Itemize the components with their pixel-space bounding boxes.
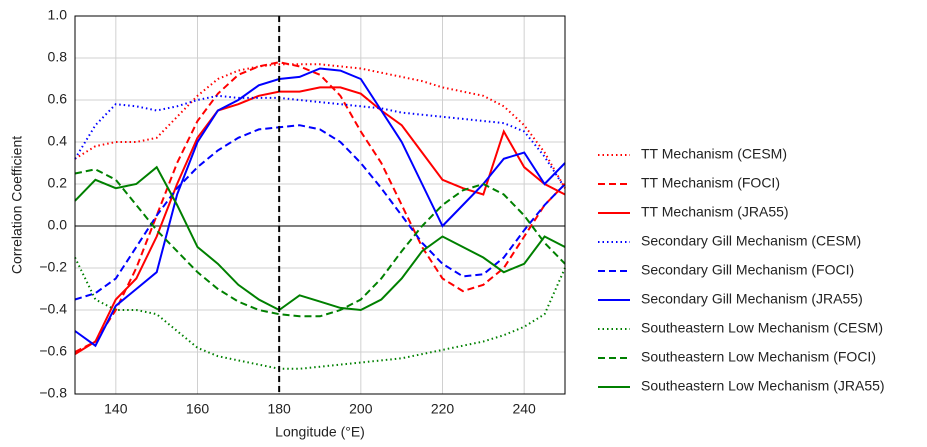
series-line bbox=[74, 94, 566, 189]
series-line bbox=[74, 63, 566, 189]
y-tick-label: 0.2 bbox=[48, 175, 68, 191]
y-tick-label: −0.4 bbox=[39, 301, 67, 317]
x-axis-label: Longitude (°E) bbox=[275, 424, 365, 440]
y-tick-label: 0.8 bbox=[48, 49, 68, 65]
y-tick-label: 0.6 bbox=[48, 91, 68, 107]
y-tick-label: 1.0 bbox=[48, 7, 68, 23]
series-line bbox=[74, 86, 566, 355]
legend-label: Secondary Gill Mechanism (CESM) bbox=[641, 233, 861, 249]
y-tick-label: 0.0 bbox=[48, 217, 68, 233]
series-line bbox=[74, 165, 566, 312]
series-line bbox=[74, 124, 566, 301]
series-line bbox=[74, 67, 566, 348]
x-tick-label: 220 bbox=[431, 401, 455, 417]
legend-label: TT Mechanism (FOCI) bbox=[641, 175, 780, 191]
x-tick-label: 240 bbox=[512, 401, 536, 417]
y-tick-label: 0.4 bbox=[48, 133, 68, 149]
series-line bbox=[74, 168, 566, 318]
legend-label: TT Mechanism (JRA55) bbox=[641, 204, 789, 220]
legend-label: Secondary Gill Mechanism (JRA55) bbox=[641, 291, 863, 307]
y-tick-label: −0.8 bbox=[39, 385, 67, 401]
x-tick-label: 200 bbox=[349, 401, 373, 417]
y-tick-label: −0.6 bbox=[39, 343, 67, 359]
plot-frame bbox=[74, 15, 566, 395]
legend-label: Southeastern Low Mechanism (FOCI) bbox=[641, 349, 876, 365]
series-line bbox=[74, 257, 566, 370]
legend-label: Secondary Gill Mechanism (FOCI) bbox=[641, 262, 854, 278]
legend-label: Southeastern Low Mechanism (JRA55) bbox=[641, 378, 885, 394]
legend-label: Southeastern Low Mechanism (CESM) bbox=[641, 320, 883, 336]
x-tick-label: 140 bbox=[104, 401, 128, 417]
x-tick-label: 160 bbox=[186, 401, 210, 417]
x-tick-label: 180 bbox=[267, 401, 291, 417]
y-axis-label: Correlation Coefficient bbox=[9, 136, 25, 274]
series-line bbox=[74, 61, 566, 353]
y-tick-label: −0.2 bbox=[39, 259, 67, 275]
legend-label: TT Mechanism (CESM) bbox=[641, 146, 787, 162]
